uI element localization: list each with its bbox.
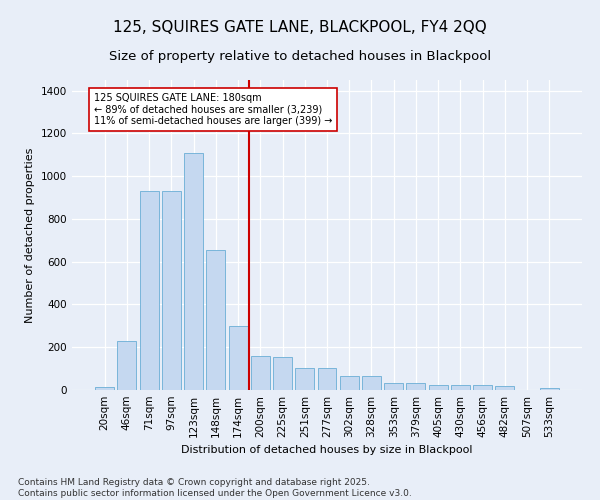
Text: Contains HM Land Registry data © Crown copyright and database right 2025.
Contai: Contains HM Land Registry data © Crown c… [18, 478, 412, 498]
Bar [384, 382, 403, 390]
Bar [118, 341, 136, 390]
Bar [229, 326, 248, 390]
Bar [451, 384, 470, 390]
Bar [162, 191, 181, 390]
Text: 125, SQUIRES GATE LANE, BLACKPOOL, FY4 2QQ: 125, SQUIRES GATE LANE, BLACKPOOL, FY4 2… [113, 20, 487, 35]
Bar [496, 386, 514, 390]
Bar [340, 376, 359, 390]
Y-axis label: Number of detached properties: Number of detached properties [25, 148, 35, 322]
Bar [95, 387, 114, 390]
Text: 125 SQUIRES GATE LANE: 180sqm
← 89% of detached houses are smaller (3,239)
11% o: 125 SQUIRES GATE LANE: 180sqm ← 89% of d… [94, 93, 332, 126]
Bar [429, 384, 448, 390]
Bar [184, 152, 203, 390]
Bar [317, 368, 337, 390]
Bar [406, 382, 425, 390]
Bar [540, 388, 559, 390]
X-axis label: Distribution of detached houses by size in Blackpool: Distribution of detached houses by size … [181, 446, 473, 456]
Bar [273, 357, 292, 390]
Bar [206, 250, 225, 390]
Text: Size of property relative to detached houses in Blackpool: Size of property relative to detached ho… [109, 50, 491, 63]
Bar [295, 368, 314, 390]
Bar [362, 376, 381, 390]
Bar [251, 356, 270, 390]
Bar [140, 191, 158, 390]
Bar [473, 384, 492, 390]
